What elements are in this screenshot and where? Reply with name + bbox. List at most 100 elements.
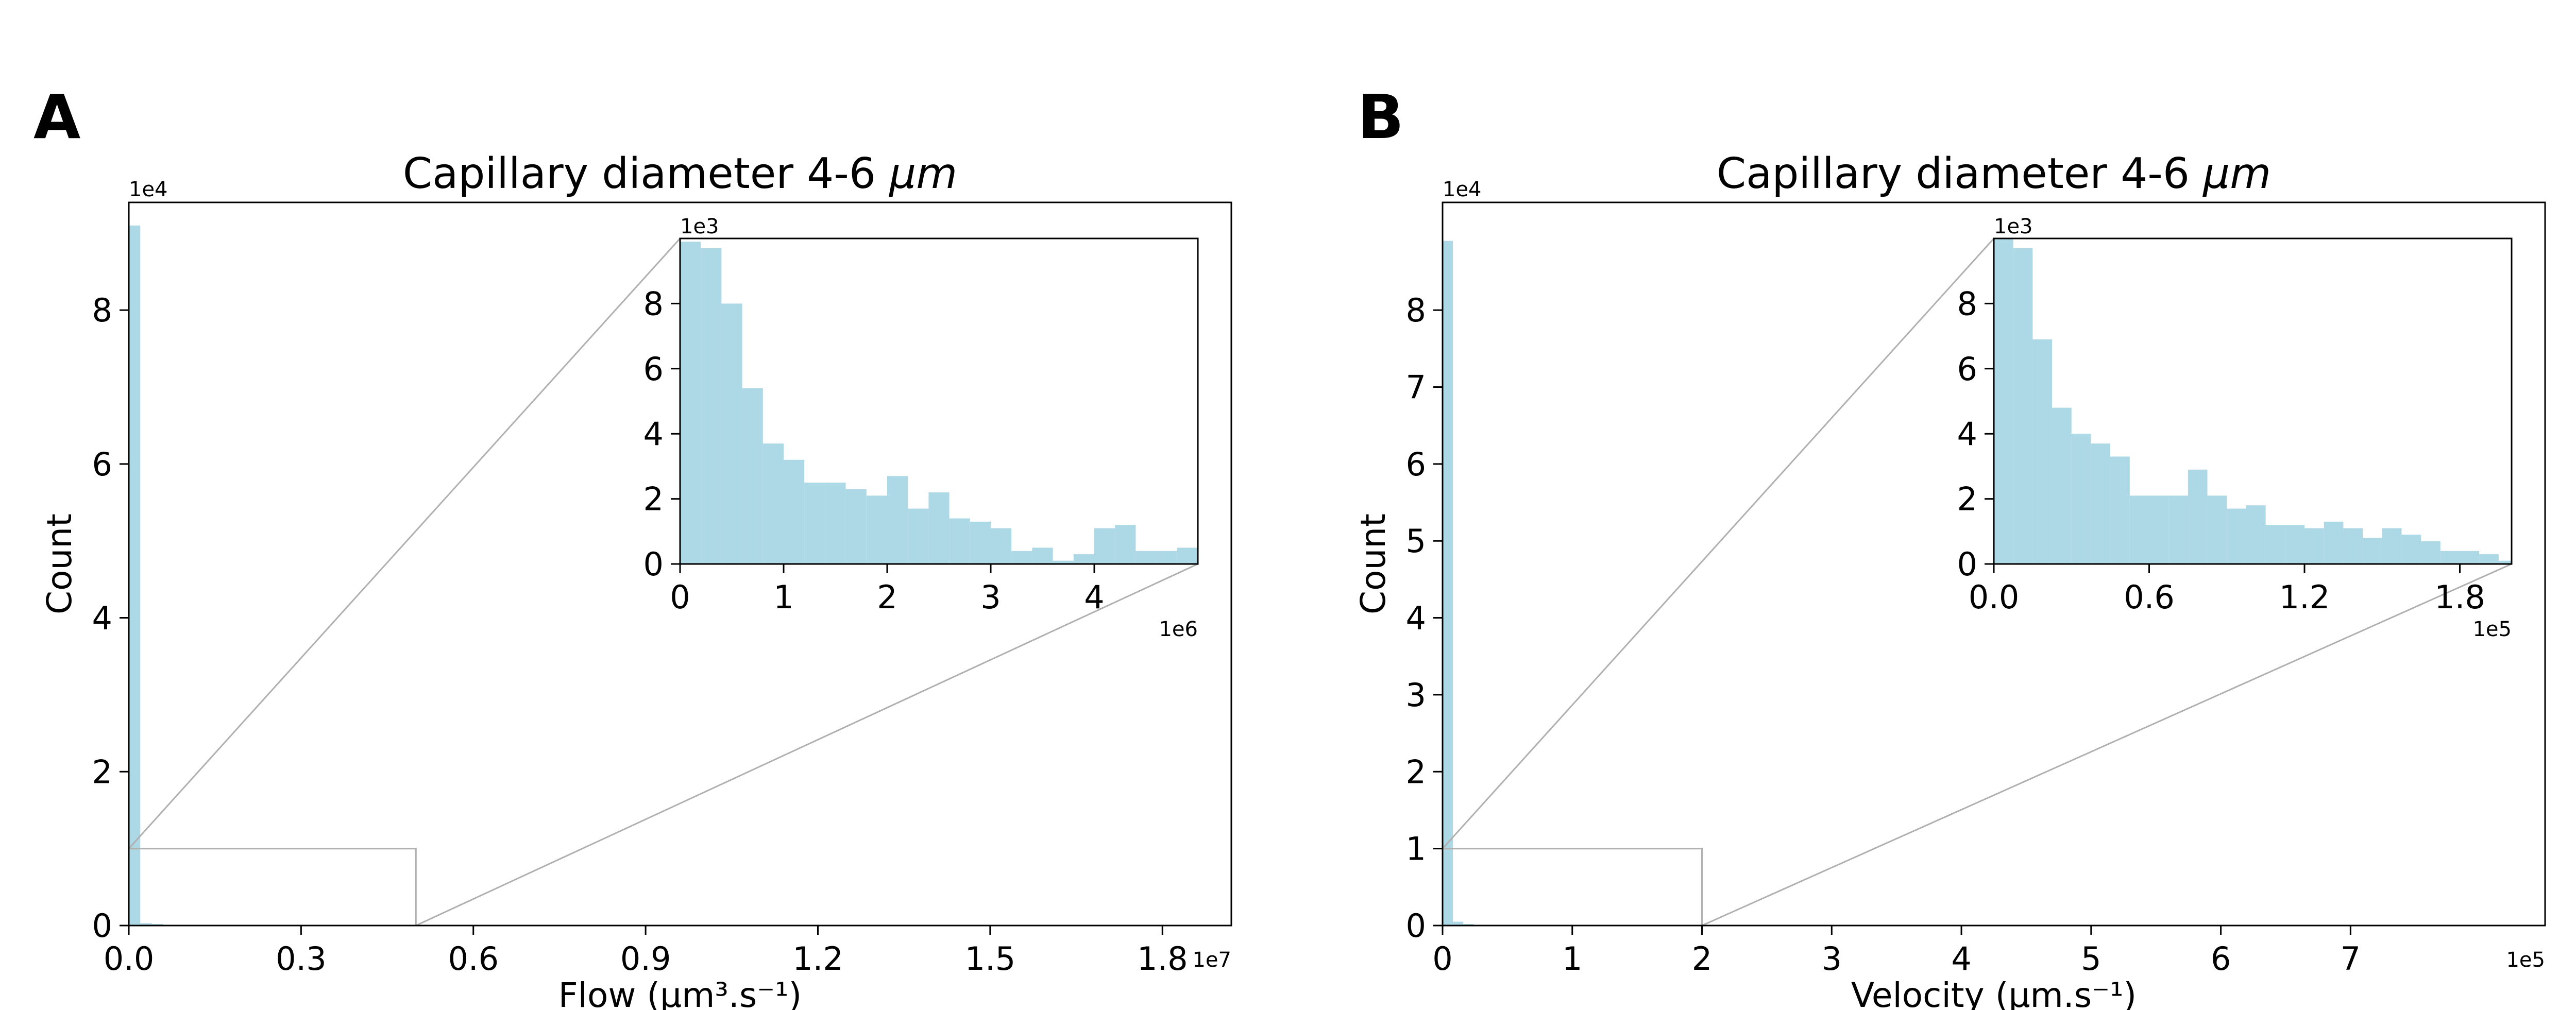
inset-y-offset-text: 1e3 [1994, 215, 2033, 238]
y-tick-label: 2 [1406, 753, 1426, 791]
inset-y-tick-label: 8 [643, 285, 664, 322]
x-tick-label: 0.6 [448, 940, 499, 978]
inset-histogram-bar [2188, 469, 2208, 564]
inset-x-tick-label: 0 [670, 578, 690, 616]
zoom-region-box [1442, 848, 1703, 927]
inset-histogram-bar [2227, 508, 2246, 564]
x-tick-label: 0 [1432, 940, 1452, 978]
inset-histogram-bar [2498, 560, 2512, 564]
x-tick-label: 1.8 [1137, 940, 1188, 978]
inset-x-tick-label: 0.6 [2124, 578, 2175, 616]
x-tick-label: 0.0 [104, 940, 155, 978]
x-tick-label: 5 [2081, 940, 2101, 978]
inset-x-tick-label: 1.8 [2434, 578, 2485, 616]
y-axis-label: Count [40, 513, 79, 614]
inset-histogram-bar [2382, 528, 2402, 564]
inset-x-tick-label: 3 [980, 578, 1001, 616]
inset-histogram-bar [2285, 525, 2304, 564]
inset-x-offset-text: 1e6 [1159, 618, 1198, 641]
inset-histogram-bar [2207, 495, 2227, 564]
chart-panel-b: B Capillary diameter 4-6 μm 0 1 2 3 4 5 6 7 0 1 2 3 4 5… [1353, 81, 2546, 1010]
zoom-connector-line [1701, 563, 2512, 927]
chart-title: Capillary diameter 4-6 μm [403, 149, 957, 198]
inset-histogram-bar [1177, 547, 1198, 564]
inset-histogram-bar [2071, 434, 2091, 564]
histogram-bar [1453, 921, 1464, 926]
histogram-bar [129, 225, 141, 926]
inset-y-tick-label: 2 [1957, 481, 1977, 518]
inset-histogram-bar [680, 242, 701, 564]
inset-histogram-bar [2149, 495, 2169, 564]
x-tick-label: 1.2 [792, 940, 843, 978]
y-tick-label: 4 [1406, 600, 1426, 637]
axes-frame [1442, 201, 2546, 927]
inset-histogram-bar [2110, 456, 2130, 564]
inset-histogram-bar [2401, 535, 2421, 564]
inset-x-tick-label: 4 [1084, 578, 1104, 616]
inset-histogram-bar [2052, 407, 2072, 564]
panel-label: A [33, 81, 80, 152]
inset-histogram-bar [825, 483, 846, 564]
inset-histogram-bar [949, 518, 970, 564]
x-tick-label: 3 [1822, 940, 1842, 978]
x-tick-label: 1.5 [965, 940, 1016, 978]
chart-title-text: Capillary diameter 4-6 [403, 149, 889, 198]
inset-histogram-bar [2460, 551, 2480, 564]
inset-histogram-bar [991, 528, 1012, 564]
inset-y-tick-label: 4 [1957, 415, 1977, 453]
inset-histogram-bar [1053, 560, 1074, 564]
x-tick-label: 6 [2211, 940, 2231, 978]
histogram-bar [140, 923, 152, 926]
inset-y-tick-label: 4 [643, 415, 664, 453]
y-tick-label: 6 [1406, 446, 1426, 483]
chart-panel-a: A Capillary diameter 4-6 μm 0.0 0.3 0.6 0.9 1.… [33, 81, 1232, 1010]
inset-histogram-bar [742, 388, 763, 564]
chart-title-text: Capillary diameter 4-6 [1717, 149, 2203, 198]
inset-histogram-bar [2479, 554, 2499, 564]
inset-x-tick-label: 1 [773, 578, 793, 616]
x-offset-text: 1e5 [2506, 948, 2545, 972]
inset-histogram-bar [1136, 551, 1157, 564]
y-tick-label: 3 [1406, 676, 1426, 714]
y-tick-label: 7 [1406, 368, 1426, 406]
y-tick-label: 2 [92, 753, 112, 791]
zoom-region-box [128, 848, 417, 927]
inset-histogram-bar [2304, 528, 2324, 564]
inset-x-tick-label: 0.0 [1969, 578, 2020, 616]
y-offset-text: 1e4 [1443, 178, 1482, 201]
chart-title-unit: μm [888, 149, 957, 198]
y-tick-label: 8 [92, 292, 112, 329]
inset-y-tick-label: 8 [1957, 285, 1977, 322]
inset-histogram-bar [2440, 551, 2460, 564]
x-tick-label: 2 [1692, 940, 1712, 978]
inset-chart: 0.0 0.6 1.2 1.8 0 2 4 6 8 1e3 1e5 [1957, 215, 2513, 641]
y-tick-label: 4 [92, 600, 112, 637]
histogram-bar [1443, 241, 1453, 926]
inset-x-offset-text: 1e5 [2472, 618, 2512, 641]
inset-histogram-bar [1115, 525, 1136, 564]
chart-title: Capillary diameter 4-6 μm [1717, 149, 2271, 198]
inset-y-offset-text: 1e3 [680, 215, 719, 238]
x-tick-label: 7 [2341, 940, 2361, 978]
inset-histogram-bar [1011, 551, 1032, 564]
inset-histogram-bar [970, 521, 991, 564]
inset-y-tick-label: 2 [643, 481, 664, 518]
inset-histogram-bar [784, 459, 805, 564]
inset-histogram-bar [845, 489, 867, 564]
inset-histogram-bar [908, 508, 929, 564]
inset-histogram-bar [762, 443, 784, 564]
inset-histogram-bar [721, 303, 742, 564]
x-axis-label: Velocity (μm.s⁻¹) [1851, 975, 2137, 1010]
inset-y-tick-label: 0 [1957, 545, 1977, 583]
inset-histogram-bar [2091, 443, 2111, 564]
y-offset-text: 1e4 [129, 178, 168, 201]
inset-histogram-bar [804, 483, 825, 564]
y-tick-label: 8 [1406, 292, 1426, 329]
inset-histogram-bar [2032, 339, 2053, 564]
x-tick-label: 0.3 [276, 940, 327, 978]
inset-histogram-bar [2246, 505, 2266, 564]
inset-y-tick-label: 6 [1957, 350, 1977, 388]
x-tick-label: 0.9 [620, 940, 671, 978]
inset-histogram-bar [1073, 554, 1094, 564]
inset-histogram-bar [2324, 521, 2344, 564]
